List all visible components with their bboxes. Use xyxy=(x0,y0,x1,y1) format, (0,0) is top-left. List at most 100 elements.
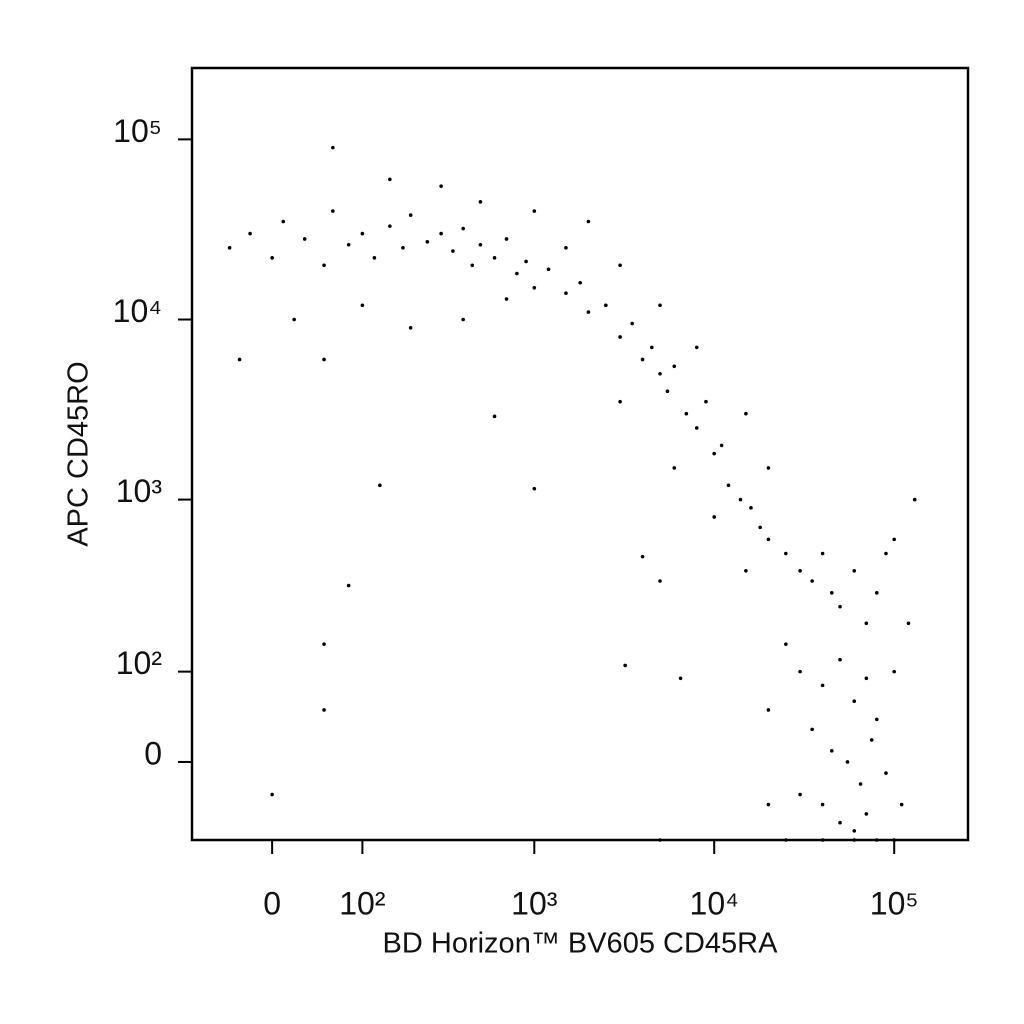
data-point xyxy=(864,812,869,816)
data-point xyxy=(658,371,662,376)
data-point xyxy=(586,219,591,224)
data-point xyxy=(869,738,874,742)
data-point xyxy=(694,426,699,430)
data-point xyxy=(532,209,537,213)
data-point xyxy=(504,297,509,301)
data-point xyxy=(401,246,405,250)
data-point xyxy=(331,209,335,213)
data-point xyxy=(884,551,888,556)
data-point xyxy=(478,242,483,247)
data-point xyxy=(704,399,708,404)
plot-frame xyxy=(190,66,970,842)
data-point xyxy=(302,237,307,241)
x-tick-label: 10⁵ xyxy=(870,885,919,921)
data-point xyxy=(461,226,465,231)
y-tick-label: 0 xyxy=(144,735,162,771)
data-point xyxy=(820,838,825,842)
data-point xyxy=(618,399,622,404)
data-point xyxy=(838,604,842,609)
data-point xyxy=(378,483,382,488)
data-point xyxy=(461,317,465,322)
data-point xyxy=(478,200,483,204)
data-point xyxy=(712,451,717,456)
y-tick-label: 10⁴ xyxy=(113,293,162,329)
data-point xyxy=(388,177,392,182)
data-point xyxy=(749,505,753,510)
data-point xyxy=(864,621,869,626)
data-point xyxy=(672,364,677,369)
data-point xyxy=(874,838,879,842)
data-point xyxy=(515,271,519,276)
data-point xyxy=(912,497,917,502)
data-point xyxy=(237,357,242,362)
data-point xyxy=(906,621,911,626)
data-point xyxy=(694,345,699,350)
data-point xyxy=(372,256,377,260)
data-point xyxy=(829,749,834,753)
data-point xyxy=(564,246,568,250)
data-point xyxy=(899,802,904,807)
data-point xyxy=(719,443,724,448)
data-point xyxy=(784,642,788,646)
data-point xyxy=(852,699,857,703)
data-point xyxy=(784,551,788,556)
data-point xyxy=(784,838,788,842)
data-point xyxy=(852,568,857,573)
data-point xyxy=(564,291,568,295)
data-point xyxy=(504,237,509,241)
data-point xyxy=(658,838,662,842)
data-point xyxy=(439,231,443,236)
data-point xyxy=(892,537,897,542)
data-point xyxy=(726,483,731,488)
data-point xyxy=(408,213,413,217)
y-tick-label: 10³ xyxy=(116,473,163,509)
x-tick-label: 10⁴ xyxy=(690,885,739,921)
data-point xyxy=(829,591,834,595)
data-point xyxy=(820,802,825,807)
data-point xyxy=(425,240,430,244)
data-point xyxy=(630,321,634,326)
data-point xyxy=(640,357,645,362)
data-point xyxy=(292,317,296,322)
x-axis-label: BD Horizon™ BV605 CD45RA xyxy=(383,928,779,960)
y-tick-label: 10⁵ xyxy=(113,113,162,149)
data-point xyxy=(838,820,842,825)
data-point xyxy=(820,551,825,556)
data-point xyxy=(874,717,879,722)
data-point xyxy=(451,249,455,253)
data-point xyxy=(408,325,413,330)
data-point xyxy=(227,246,232,250)
data-point xyxy=(492,414,497,419)
data-point xyxy=(532,486,537,491)
data-point xyxy=(810,579,814,583)
data-point xyxy=(766,466,771,470)
x-tick-label: 10² xyxy=(339,885,386,921)
data-point xyxy=(758,525,762,530)
y-tick-label: 10² xyxy=(116,645,163,681)
data-point xyxy=(346,583,351,588)
data-point xyxy=(470,263,475,268)
x-tick-label: 0 xyxy=(263,885,281,921)
data-point xyxy=(864,676,869,681)
data-point xyxy=(623,663,627,668)
data-point xyxy=(524,259,528,264)
data-point xyxy=(346,242,351,247)
data-point xyxy=(858,782,863,786)
data-point xyxy=(322,708,326,712)
data-point xyxy=(618,335,622,339)
data-point xyxy=(852,838,857,842)
y-axis-label: APC CD45RO xyxy=(63,361,95,546)
data-point xyxy=(766,802,771,807)
data-point xyxy=(360,231,365,236)
data-point xyxy=(738,497,743,502)
data-point xyxy=(649,345,654,350)
data-point xyxy=(874,591,879,595)
data-point xyxy=(665,389,670,394)
data-point xyxy=(744,411,748,416)
data-point xyxy=(532,285,537,290)
data-point xyxy=(546,267,551,272)
data-point xyxy=(270,256,274,260)
data-point xyxy=(766,537,771,542)
data-point xyxy=(845,760,850,764)
